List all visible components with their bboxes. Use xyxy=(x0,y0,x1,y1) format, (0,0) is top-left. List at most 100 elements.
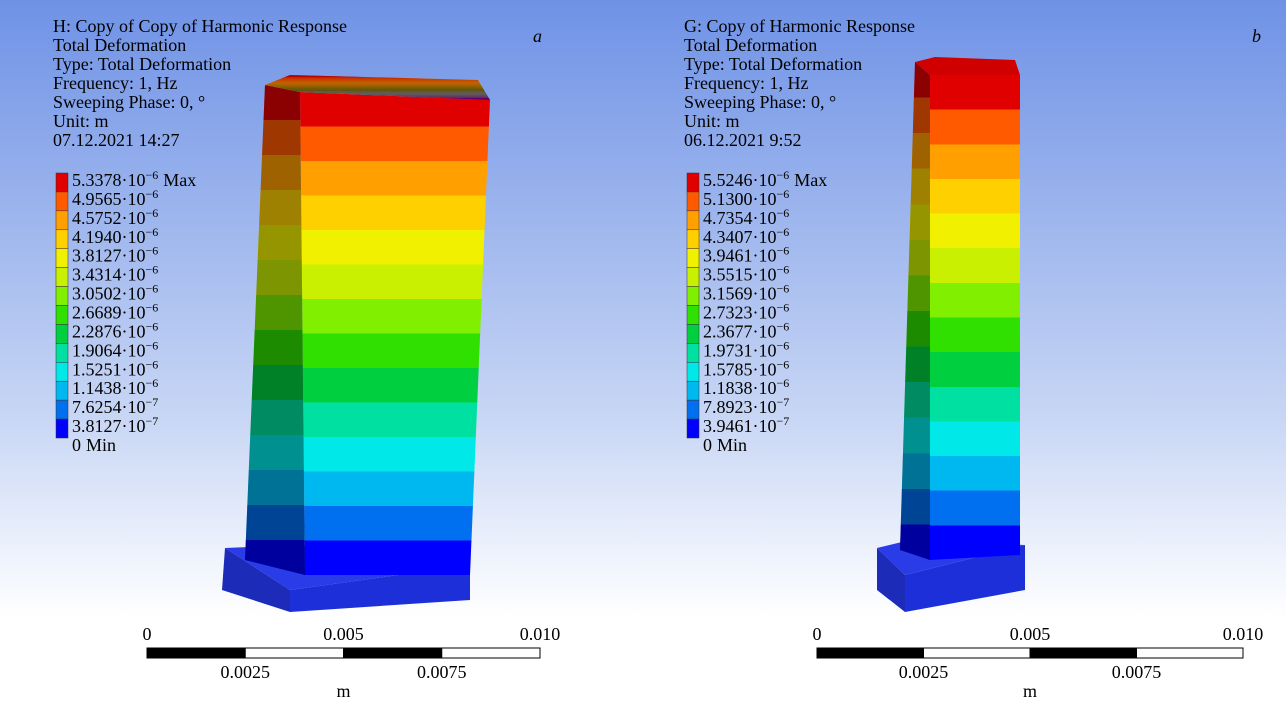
legend-base: 1.5251·10 xyxy=(72,359,146,379)
legend-label: 4.3407·10−6 xyxy=(703,225,789,247)
legend-base: 0 xyxy=(72,435,81,455)
legend-base: 2.6689·10 xyxy=(72,303,146,323)
legend-label: 7.8923·10−7 xyxy=(703,395,789,417)
legend-exp: −6 xyxy=(777,263,790,277)
column-side xyxy=(245,85,305,575)
legend-base: 3.4314·10 xyxy=(72,265,146,285)
legend-exp: −6 xyxy=(146,338,159,352)
legend-exp: −6 xyxy=(146,244,159,258)
legend-exp: −6 xyxy=(777,301,790,315)
legend-base: 2.2876·10 xyxy=(72,321,146,341)
scale-label: 0.0075 xyxy=(1112,662,1162,682)
legend-label: 3.8127·10−7 xyxy=(72,414,158,436)
legend-label: 1.5785·10−6 xyxy=(703,357,789,379)
scale-segment xyxy=(1029,647,1137,659)
legend-swatch xyxy=(686,210,700,231)
legend-label: 4.9565·10−6 xyxy=(72,187,158,209)
legend-base: 5.3378·10 xyxy=(72,170,146,190)
legend-swatch xyxy=(686,343,700,363)
legend-label: 3.4314·10−6 xyxy=(72,263,158,285)
title-line: H: Copy of Copy of Harmonic Response xyxy=(53,16,347,36)
scale-segment xyxy=(923,647,1031,659)
legend-swatch xyxy=(55,324,69,344)
legend-swatch xyxy=(55,362,69,382)
legend-label: 7.6254·10−7 xyxy=(72,395,158,417)
models xyxy=(222,57,1025,612)
legend-swatch xyxy=(55,229,69,249)
legend-base: 4.1940·10 xyxy=(72,227,146,247)
legend-base: 2.7323·10 xyxy=(703,303,777,323)
scale-label: 0.010 xyxy=(520,624,561,644)
legend-label: 1.9731·10−6 xyxy=(703,338,789,360)
scale-label: 0 xyxy=(143,624,152,644)
scale-label: 0.005 xyxy=(323,624,364,644)
legend-exp: −7 xyxy=(146,414,159,428)
legend-swatch xyxy=(686,418,700,439)
legend-label: 0 Min xyxy=(703,435,747,455)
legend-swatch xyxy=(55,267,69,287)
scale-label: 0.010 xyxy=(1223,624,1264,644)
legend-tag: Max xyxy=(163,170,196,190)
scale-segment xyxy=(816,647,924,659)
title-line: G: Copy of Harmonic Response xyxy=(684,16,915,36)
scale-unit: m xyxy=(336,681,350,701)
title-line: Type: Total Deformation xyxy=(53,54,231,74)
scale-label: 0.0075 xyxy=(417,662,467,682)
legend-base: 5.1300·10 xyxy=(703,189,777,209)
legend-tag: Min xyxy=(717,435,747,455)
legend-swatch xyxy=(686,324,700,344)
column-side xyxy=(900,62,930,560)
legend-base: 5.5246·10 xyxy=(703,170,777,190)
legend-base: 2.3677·10 xyxy=(703,321,777,341)
legend-label: 2.6689·10−6 xyxy=(72,301,158,323)
legend-tag: Min xyxy=(86,435,116,455)
base-front xyxy=(905,545,1025,612)
title-line: 06.12.2021 9:52 xyxy=(684,130,802,150)
legend-base: 3.1569·10 xyxy=(703,284,777,304)
legend-swatch xyxy=(55,305,69,325)
legend-exp: −6 xyxy=(777,282,790,296)
legend-exp: −7 xyxy=(146,395,159,409)
legend-swatch xyxy=(686,172,700,193)
title-line: Frequency: 1, Hz xyxy=(53,73,177,93)
base-left xyxy=(877,548,905,612)
legend-swatch xyxy=(686,362,700,382)
legend-exp: −6 xyxy=(777,319,790,333)
title-line: Frequency: 1, Hz xyxy=(684,73,808,93)
legend-label: 3.0502·10−6 xyxy=(72,282,158,304)
scale-label: 0.0025 xyxy=(899,662,949,682)
legend-exp: −6 xyxy=(146,168,159,182)
legend-exp: −6 xyxy=(146,187,159,201)
legend-label: 1.1438·10−6 xyxy=(72,376,158,398)
legend-swatch xyxy=(55,248,69,268)
legend-label: 2.7323·10−6 xyxy=(703,301,789,323)
legend-base: 3.9461·10 xyxy=(703,416,777,436)
legend-base: 4.3407·10 xyxy=(703,227,777,247)
legend-exp: −6 xyxy=(777,357,790,371)
legend-exp: −6 xyxy=(777,244,790,258)
column-side-shade xyxy=(245,85,305,575)
title-line: Total Deformation xyxy=(53,35,186,55)
scale-segment xyxy=(1136,647,1244,659)
legend-exp: −6 xyxy=(777,338,790,352)
legend-label: 2.2876·10−6 xyxy=(72,319,158,341)
legend-label: 3.9461·10−7 xyxy=(703,414,789,436)
column-front xyxy=(300,92,490,575)
legend-exp: −6 xyxy=(777,225,790,239)
legend-label: 1.5251·10−6 xyxy=(72,357,158,379)
legend-label: 1.9064·10−6 xyxy=(72,338,158,360)
legend-exp: −6 xyxy=(146,206,159,220)
legend-exp: −6 xyxy=(146,282,159,296)
panel-letter: b xyxy=(1252,26,1261,46)
title-line: Sweeping Phase: 0, ° xyxy=(684,92,836,112)
legend-label: 3.1569·10−6 xyxy=(703,282,789,304)
scale-segment xyxy=(441,647,541,659)
legend-swatch xyxy=(55,418,69,439)
panel: H: Copy of Copy of Harmonic ResponseTota… xyxy=(53,16,560,701)
legend-exp: −6 xyxy=(777,206,790,220)
title-line: Type: Total Deformation xyxy=(684,54,862,74)
legend-base: 7.6254·10 xyxy=(72,397,146,417)
legend-base: 1.1838·10 xyxy=(703,378,777,398)
scale-segment xyxy=(146,647,246,659)
